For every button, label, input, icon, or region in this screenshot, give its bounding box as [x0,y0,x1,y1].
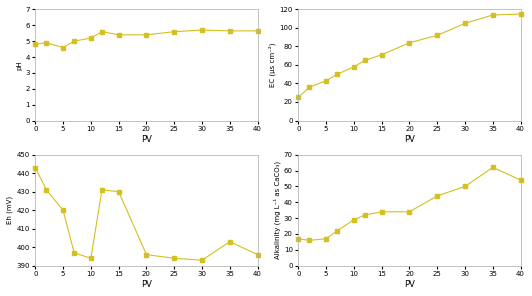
X-axis label: PV: PV [141,280,152,289]
X-axis label: PV: PV [404,135,415,144]
Y-axis label: EC (μs cm⁻²): EC (μs cm⁻²) [269,43,277,87]
Y-axis label: Alkalinity (mg L⁻¹ as CaCO₃): Alkalinity (mg L⁻¹ as CaCO₃) [273,161,281,259]
X-axis label: PV: PV [141,135,152,144]
Y-axis label: pH: pH [16,60,22,70]
Y-axis label: Eh (mV): Eh (mV) [7,196,13,224]
X-axis label: PV: PV [404,280,415,289]
